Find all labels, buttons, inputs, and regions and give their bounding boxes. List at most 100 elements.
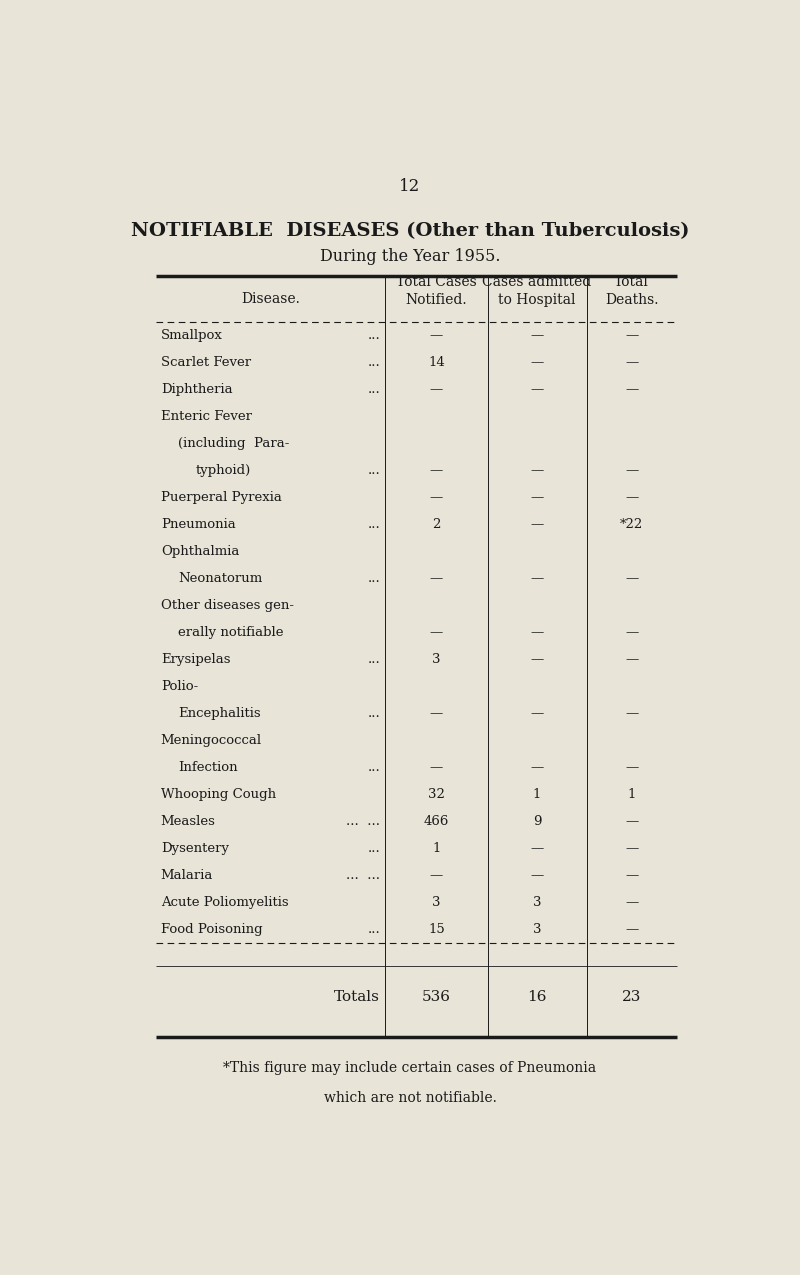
Text: 32: 32 bbox=[428, 788, 445, 801]
Text: *22: *22 bbox=[620, 518, 643, 530]
Text: 536: 536 bbox=[422, 991, 451, 1005]
Text: 1: 1 bbox=[627, 788, 636, 801]
Text: Neonatorum: Neonatorum bbox=[178, 572, 262, 585]
Text: which are not notifiable.: which are not notifiable. bbox=[323, 1090, 497, 1104]
Text: ...: ... bbox=[367, 329, 380, 342]
Text: —: — bbox=[530, 708, 544, 720]
Text: Disease.: Disease. bbox=[241, 292, 300, 306]
Text: 1: 1 bbox=[533, 788, 542, 801]
Text: Ophthalmia: Ophthalmia bbox=[161, 544, 239, 558]
Text: ...  ...: ... ... bbox=[346, 815, 380, 829]
Text: —: — bbox=[530, 464, 544, 477]
Text: 23: 23 bbox=[622, 991, 642, 1005]
Text: —: — bbox=[530, 382, 544, 397]
Text: —: — bbox=[430, 572, 443, 585]
Text: Pneumonia: Pneumonia bbox=[161, 518, 235, 530]
Text: Measles: Measles bbox=[161, 815, 216, 829]
Text: —: — bbox=[430, 870, 443, 882]
Text: Infection: Infection bbox=[178, 761, 238, 774]
Text: 9: 9 bbox=[533, 815, 542, 829]
Text: 3: 3 bbox=[432, 896, 441, 909]
Text: Dysentery: Dysentery bbox=[161, 843, 229, 856]
Text: —: — bbox=[625, 761, 638, 774]
Text: (including  Para-: (including Para- bbox=[178, 437, 290, 450]
Text: —: — bbox=[625, 382, 638, 397]
Text: ...: ... bbox=[367, 518, 380, 530]
Text: —: — bbox=[625, 843, 638, 856]
Text: —: — bbox=[530, 329, 544, 342]
Text: Acute Poliomyelitis: Acute Poliomyelitis bbox=[161, 896, 288, 909]
Text: ...: ... bbox=[367, 356, 380, 368]
Text: —: — bbox=[530, 491, 544, 504]
Text: ...: ... bbox=[367, 843, 380, 856]
Text: 1: 1 bbox=[432, 843, 441, 856]
Text: —: — bbox=[625, 626, 638, 639]
Text: —: — bbox=[625, 464, 638, 477]
Text: Enteric Fever: Enteric Fever bbox=[161, 411, 252, 423]
Text: Totals: Totals bbox=[334, 991, 380, 1005]
Text: ...: ... bbox=[367, 923, 380, 936]
Text: *This figure may include certain cases of Pneumonia: *This figure may include certain cases o… bbox=[223, 1061, 597, 1075]
Text: —: — bbox=[430, 382, 443, 397]
Text: 12: 12 bbox=[399, 177, 421, 195]
Text: ...: ... bbox=[367, 708, 380, 720]
Text: 2: 2 bbox=[432, 518, 441, 530]
Text: 16: 16 bbox=[527, 991, 547, 1005]
Text: —: — bbox=[625, 329, 638, 342]
Text: ...: ... bbox=[367, 653, 380, 666]
Text: —: — bbox=[625, 870, 638, 882]
Text: 3: 3 bbox=[533, 896, 542, 909]
Text: Polio-: Polio- bbox=[161, 680, 198, 694]
Text: —: — bbox=[625, 923, 638, 936]
Text: Erysipelas: Erysipelas bbox=[161, 653, 230, 666]
Text: —: — bbox=[530, 572, 544, 585]
Text: During the Year 1955.: During the Year 1955. bbox=[320, 249, 500, 265]
Text: —: — bbox=[530, 761, 544, 774]
Text: typhoid): typhoid) bbox=[195, 464, 250, 477]
Text: 15: 15 bbox=[428, 923, 445, 936]
Text: —: — bbox=[530, 843, 544, 856]
Text: —: — bbox=[625, 491, 638, 504]
Text: —: — bbox=[625, 572, 638, 585]
Text: 466: 466 bbox=[424, 815, 449, 829]
Text: Puerperal Pyrexia: Puerperal Pyrexia bbox=[161, 491, 282, 504]
Text: —: — bbox=[625, 896, 638, 909]
Text: Meningococcal: Meningococcal bbox=[161, 734, 262, 747]
Text: Encephalitis: Encephalitis bbox=[178, 708, 261, 720]
Text: —: — bbox=[625, 708, 638, 720]
Text: —: — bbox=[530, 870, 544, 882]
Text: —: — bbox=[430, 491, 443, 504]
Text: Cases admitted
to Hospital: Cases admitted to Hospital bbox=[482, 274, 592, 307]
Text: Whooping Cough: Whooping Cough bbox=[161, 788, 276, 801]
Text: —: — bbox=[625, 815, 638, 829]
Text: Scarlet Fever: Scarlet Fever bbox=[161, 356, 251, 368]
Text: —: — bbox=[430, 329, 443, 342]
Text: ...: ... bbox=[367, 761, 380, 774]
Text: Total
Deaths.: Total Deaths. bbox=[605, 274, 658, 307]
Text: —: — bbox=[530, 518, 544, 530]
Text: —: — bbox=[430, 464, 443, 477]
Text: —: — bbox=[625, 653, 638, 666]
Text: —: — bbox=[530, 626, 544, 639]
Text: ...: ... bbox=[367, 464, 380, 477]
Text: —: — bbox=[530, 356, 544, 368]
Text: Malaria: Malaria bbox=[161, 870, 213, 882]
Text: —: — bbox=[430, 708, 443, 720]
Text: ...: ... bbox=[367, 382, 380, 397]
Text: Smallpox: Smallpox bbox=[161, 329, 222, 342]
Text: Total Cases
Notified.: Total Cases Notified. bbox=[396, 274, 477, 307]
Text: 3: 3 bbox=[432, 653, 441, 666]
Text: Diphtheria: Diphtheria bbox=[161, 382, 232, 397]
Text: ...  ...: ... ... bbox=[346, 870, 380, 882]
Text: —: — bbox=[430, 626, 443, 639]
Text: —: — bbox=[430, 761, 443, 774]
Text: 3: 3 bbox=[533, 923, 542, 936]
Text: —: — bbox=[530, 653, 544, 666]
Text: NOTIFIABLE  DISEASES (Other than Tuberculosis): NOTIFIABLE DISEASES (Other than Tubercul… bbox=[130, 222, 690, 240]
Text: —: — bbox=[625, 356, 638, 368]
Text: Other diseases gen-: Other diseases gen- bbox=[161, 599, 294, 612]
Text: ...: ... bbox=[367, 572, 380, 585]
Text: 14: 14 bbox=[428, 356, 445, 368]
Text: erally notifiable: erally notifiable bbox=[178, 626, 284, 639]
Text: Food Poisoning: Food Poisoning bbox=[161, 923, 262, 936]
